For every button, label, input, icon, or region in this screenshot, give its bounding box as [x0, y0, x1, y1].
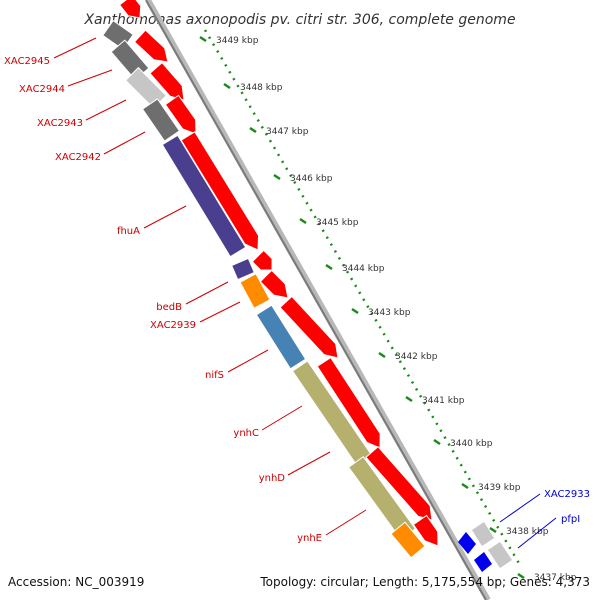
forward-cds-arrow — [412, 514, 439, 547]
gene-label-xac2943: XAC2943 — [37, 118, 83, 129]
kbp-tick-mark-3444 — [325, 263, 333, 271]
forward-cds-arrow — [118, 0, 142, 19]
kbp-tick-label-3437: 3437 kbp — [534, 573, 577, 583]
gene-label-pfpi: pfpI — [561, 514, 580, 525]
genome-title: Xanthomonas axonopodis pv. citri str. 30… — [83, 12, 515, 28]
leader-line-ynhc — [261, 405, 303, 431]
kbp-tick-label-3438: 3438 kbp — [506, 527, 549, 537]
leader-line-xac2942 — [103, 131, 146, 155]
gene-label-xac2939: XAC2939 — [150, 320, 196, 331]
leader-line-xac2939 — [199, 301, 241, 323]
gene-label-ynhe: ynhE — [297, 533, 322, 544]
reverse-gray-block — [488, 542, 512, 568]
bedb-orange-block — [239, 273, 271, 309]
genome-backbone-edge — [145, 0, 487, 600]
kbp-tick-label-3442: 3442 kbp — [395, 352, 438, 362]
kbp-tick-mark-3438 — [489, 526, 497, 534]
leader-line-xac2933 — [499, 493, 541, 523]
gene-labels: XAC2945 XAC2944 XAC2943 XAC2942 fhuA bedB XAC2… — [4, 37, 590, 549]
kbp-tick-mark-3447 — [249, 126, 257, 134]
reverse-gray-block — [472, 522, 494, 546]
kbp-tick-mark-3448 — [223, 82, 231, 90]
forward-cds-arrow — [251, 249, 273, 271]
leader-line-nifs — [227, 349, 269, 373]
kbp-tick-label-3445: 3445 kbp — [316, 218, 359, 228]
gene-label-fhua: fhuA — [117, 226, 140, 237]
reverse-cds-arrow — [458, 532, 476, 554]
forward-cds-arrow — [279, 295, 339, 359]
leader-line-xac2943 — [85, 99, 127, 121]
ynhe-orange-block — [390, 521, 426, 559]
gene-label-xac2942: XAC2942 — [55, 152, 101, 163]
kbp-ticks: 3449 kbp 3448 kbp 3447 kbp 3446 kbp 3445 kbp… — [199, 35, 577, 583]
kbp-tick-label-3439: 3439 kbp — [478, 483, 521, 493]
fhua-block — [161, 134, 247, 258]
kbp-tick-mark-3445 — [299, 217, 307, 225]
accession-text: Accession: NC_003919 — [8, 575, 144, 589]
kbp-tick-label-3448: 3448 kbp — [240, 83, 283, 93]
kbp-tick-label-3440: 3440 kbp — [450, 439, 493, 449]
kbp-tick-mark-3449 — [199, 35, 207, 43]
gene-label-xac2944: XAC2944 — [19, 84, 65, 95]
reverse-cds-track — [458, 522, 512, 572]
summary-text: Topology: circular; Length: 5,175,554 bp… — [259, 575, 590, 589]
kbp-tick-mark-3443 — [351, 307, 359, 315]
forward-cds-arrow — [164, 94, 197, 135]
kbp-tick-label-3449: 3449 kbp — [216, 36, 259, 46]
kbp-tick-mark-3442 — [378, 351, 386, 359]
nifs-block — [255, 304, 307, 370]
gene-label-nifs: nifS — [205, 370, 224, 381]
kbp-tick-mark-3437 — [517, 572, 525, 580]
kbp-tick-mark-3446 — [273, 173, 281, 181]
kbp-tick-mark-3441 — [405, 395, 413, 403]
gene-label-bedb: bedB — [156, 302, 182, 313]
gene-label-ynhd: ynhD — [259, 473, 286, 484]
gene-label-ynhc: ynhC — [233, 428, 259, 439]
genome-backbone — [145, 0, 491, 600]
forward-cds-arrow — [180, 131, 260, 251]
leader-line-pfpi — [517, 517, 557, 549]
forward-cds-arrow — [133, 29, 169, 63]
leader-line-ynhe — [325, 509, 367, 536]
reverse-cds-arrow — [474, 552, 492, 572]
kbp-tick-label-3446: 3446 kbp — [290, 174, 333, 184]
leader-line-ynhd — [287, 451, 331, 476]
annotation-track — [102, 19, 426, 559]
kbp-tick-mark-3440 — [433, 438, 441, 446]
kbp-tick-label-3443: 3443 kbp — [368, 308, 411, 318]
gene-label-xac2945: XAC2945 — [4, 56, 50, 67]
xac2942-block — [141, 98, 181, 142]
leader-line-xac2945 — [53, 37, 97, 59]
gene-label-xac2933: XAC2933 — [544, 489, 590, 500]
kbp-tick-label-3447: 3447 kbp — [266, 127, 309, 137]
leader-line-fhua — [143, 205, 187, 229]
leader-line-bedb — [185, 281, 229, 305]
forward-cds-arrow — [316, 356, 381, 449]
forward-cds-track — [118, 0, 439, 547]
kbp-tick-label-3441: 3441 kbp — [422, 396, 465, 406]
forward-cds-arrow — [259, 269, 289, 299]
bedb-block — [231, 257, 255, 281]
leader-line-xac2944 — [67, 69, 113, 87]
kbp-tick-label-3444: 3444 kbp — [342, 264, 385, 274]
kbp-tick-mark-3439 — [461, 482, 469, 490]
